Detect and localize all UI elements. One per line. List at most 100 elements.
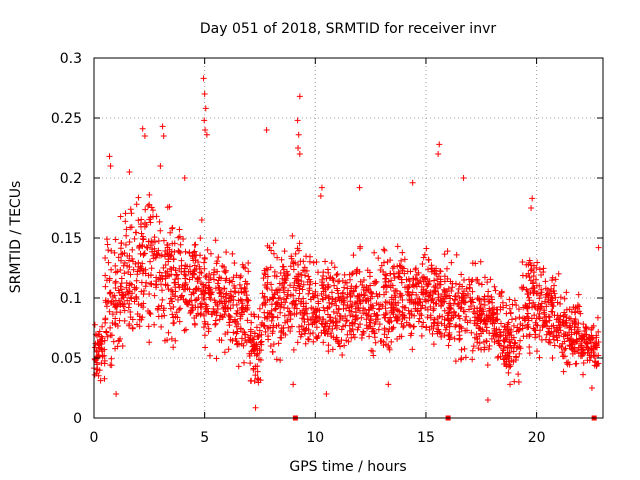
data-point xyxy=(508,316,515,323)
data-point xyxy=(378,262,385,269)
data-point xyxy=(375,255,382,262)
data-point xyxy=(168,295,175,302)
data-point xyxy=(277,357,284,364)
data-point xyxy=(175,275,182,282)
data-point xyxy=(557,312,564,319)
data-point xyxy=(390,324,397,331)
data-point xyxy=(198,310,205,317)
data-point xyxy=(520,284,527,291)
data-point xyxy=(356,184,363,191)
data-point xyxy=(273,356,280,363)
data-point xyxy=(515,306,522,313)
data-point xyxy=(291,311,298,318)
data-point xyxy=(294,117,301,124)
data-point xyxy=(391,306,398,313)
data-point xyxy=(111,249,118,256)
data-point xyxy=(401,256,408,263)
data-point xyxy=(356,297,363,304)
data-point xyxy=(455,312,462,319)
data-point xyxy=(406,277,413,284)
data-point xyxy=(336,297,343,304)
data-point xyxy=(173,272,180,279)
data-point xyxy=(140,300,147,307)
data-point xyxy=(435,326,442,333)
data-point xyxy=(481,274,488,281)
data-point xyxy=(486,305,493,312)
data-point xyxy=(293,297,300,304)
data-point xyxy=(542,285,549,292)
data-point xyxy=(310,310,317,317)
data-point xyxy=(108,362,115,369)
data-point xyxy=(164,241,171,248)
data-point xyxy=(412,305,419,312)
data-point xyxy=(252,363,259,370)
data-point xyxy=(399,296,406,303)
data-point xyxy=(281,248,288,255)
data-point xyxy=(295,261,302,268)
data-point xyxy=(278,256,285,263)
data-point xyxy=(204,321,211,328)
data-point xyxy=(240,304,247,311)
data-point xyxy=(127,224,134,231)
data-point xyxy=(320,339,327,346)
data-point xyxy=(471,305,478,312)
data-point xyxy=(477,305,484,312)
data-point xyxy=(445,316,452,323)
data-point xyxy=(435,319,442,326)
data-point xyxy=(270,341,277,348)
data-point xyxy=(350,331,357,338)
data-point xyxy=(127,271,134,278)
data-point xyxy=(506,344,513,351)
data-point xyxy=(177,241,184,248)
data-point xyxy=(191,315,198,322)
data-point xyxy=(195,294,202,301)
data-point xyxy=(198,304,205,311)
data-point xyxy=(280,324,287,331)
data-point xyxy=(307,317,314,324)
data-point xyxy=(493,306,500,313)
data-point xyxy=(355,304,362,311)
data-point xyxy=(192,297,199,304)
data-point xyxy=(216,336,223,343)
data-point xyxy=(572,321,579,328)
data-point xyxy=(269,314,276,321)
data-point xyxy=(175,281,182,288)
data-point xyxy=(495,340,502,347)
data-point xyxy=(353,283,360,290)
data-point xyxy=(320,285,327,292)
y-tick-label: 0 xyxy=(73,411,82,427)
data-point xyxy=(168,335,175,342)
data-point xyxy=(165,329,172,336)
data-point xyxy=(409,346,416,353)
data-point xyxy=(287,310,294,317)
data-point xyxy=(171,279,178,286)
data-point xyxy=(101,375,108,382)
data-point xyxy=(532,276,539,283)
data-point xyxy=(108,332,115,339)
data-point xyxy=(405,284,412,291)
data-point xyxy=(126,280,133,287)
data-point xyxy=(415,280,422,287)
data-point xyxy=(385,278,392,285)
data-point xyxy=(197,288,204,295)
data-point xyxy=(189,302,196,309)
data-point xyxy=(526,333,533,340)
data-point xyxy=(452,358,459,365)
data-point xyxy=(287,282,294,289)
data-point xyxy=(172,293,179,300)
data-point xyxy=(446,321,453,328)
data-point xyxy=(394,307,401,314)
data-point xyxy=(126,264,133,271)
data-point xyxy=(344,317,351,324)
data-point xyxy=(380,339,387,346)
data-point xyxy=(126,169,133,175)
data-point xyxy=(498,289,505,296)
data-point xyxy=(516,343,523,350)
data-point xyxy=(102,299,109,306)
data-point xyxy=(230,301,237,308)
data-point xyxy=(436,267,443,274)
data-point xyxy=(227,336,234,343)
data-point xyxy=(134,271,141,278)
data-point xyxy=(586,352,593,359)
data-point xyxy=(183,299,190,306)
